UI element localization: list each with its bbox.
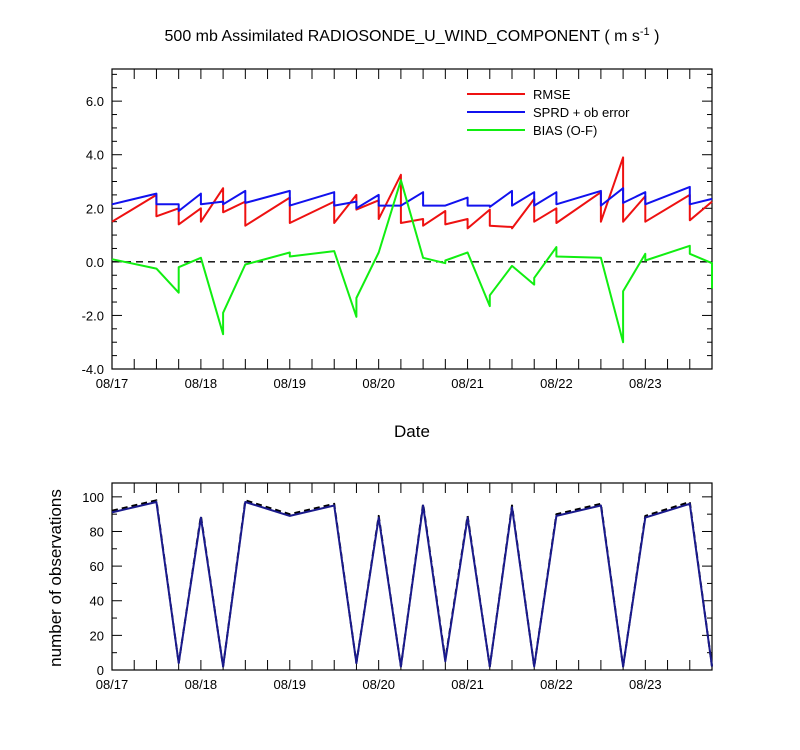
- lower-series-1-line: [111, 501, 713, 668]
- upper-y-tick-label: 4.0: [86, 148, 104, 163]
- lower-x-tick-label: 08/21: [451, 677, 484, 692]
- upper-plot-frame: [111, 68, 713, 370]
- upper-series-0-line: [111, 156, 713, 230]
- upper-y-tick-label: 6.0: [86, 94, 104, 109]
- lower-x-tick-label: 08/19: [274, 677, 307, 692]
- upper-x-tick-label: 08/23: [629, 376, 662, 391]
- upper-series-1-line: [111, 185, 713, 212]
- x-axis-label: Date: [394, 422, 430, 441]
- lower-x-tick-label: 08/20: [362, 677, 395, 692]
- lower-x-tick-label: 08/17: [96, 677, 129, 692]
- y-axis-label-lower: number of observations: [46, 489, 65, 667]
- lower-y-tick-label: 20: [90, 628, 104, 643]
- legend-label: RMSE: [533, 87, 571, 102]
- upper-x-tick-label: 08/20: [362, 376, 395, 391]
- legend-label: SPRD + ob error: [533, 105, 630, 120]
- upper-y-tick-label: -4.0: [82, 362, 104, 377]
- chart-title: 500 mb Assimilated RADIOSONDE_U_WIND_COM…: [165, 26, 660, 45]
- upper-x-tick-label: 08/22: [540, 376, 573, 391]
- lower-panel: 08/17 08/18 08/19 08/20 08/21 08/22 08/23 0 20 40…: [82, 482, 713, 692]
- title-superscript: -1: [640, 26, 650, 38]
- lower-y-tick-label: 40: [90, 594, 104, 609]
- upper-y-tick-label: -2.0: [82, 308, 104, 323]
- legend-label: BIAS (O-F): [533, 123, 597, 138]
- lower-plot-frame: [111, 482, 713, 671]
- lower-y-tick-label: 100: [82, 490, 104, 505]
- upper-x-tick-label: 08/17: [96, 376, 129, 391]
- lower-x-tick-label: 08/18: [185, 677, 218, 692]
- upper-x-tick-label: 08/21: [451, 376, 484, 391]
- upper-y-tick-label: 0.0: [86, 255, 104, 270]
- upper-x-tick-label: 08/19: [274, 376, 307, 391]
- title-main: 500 mb Assimilated RADIOSONDE_U_WIND_COM…: [165, 28, 640, 45]
- upper-panel: 08/17 08/18 08/19 08/20 08/21 08/22 08/23 -4.0 -…: [82, 68, 713, 391]
- title-suffix: ): [650, 28, 660, 45]
- lower-y-tick-label: 80: [90, 524, 104, 539]
- lower-x-tick-label: 08/22: [540, 677, 573, 692]
- upper-y-tick-label: 2.0: [86, 201, 104, 216]
- upper-x-tick-label: 08/18: [185, 376, 218, 391]
- lower-y-tick-label: 0: [97, 663, 104, 678]
- lower-x-tick-label: 08/23: [629, 677, 662, 692]
- lower-y-tick-label: 60: [90, 559, 104, 574]
- upper-series-2-line: [111, 179, 713, 344]
